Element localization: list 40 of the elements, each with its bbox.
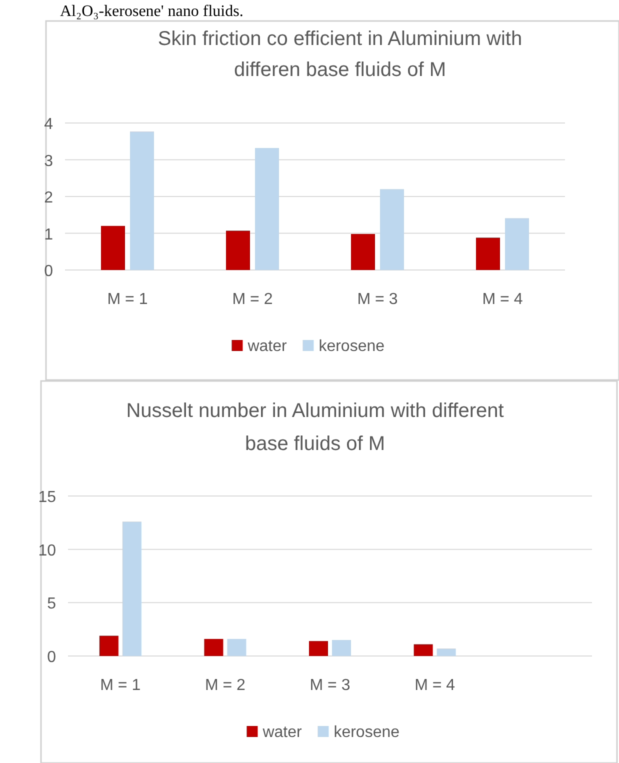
bar: [226, 230, 250, 270]
legend-label: water: [262, 724, 302, 741]
y-tick-label: 2: [44, 190, 54, 206]
y-tick-label: 1: [44, 226, 54, 244]
y-tick-label: 10: [38, 542, 56, 560]
y-tick-label: 0: [47, 649, 56, 666]
y-tick-label: 3: [44, 152, 54, 170]
x-tick-label: M = 2: [232, 291, 273, 308]
x-tick-label: M = 1: [107, 291, 148, 308]
bar: [255, 148, 279, 270]
text: Al₂O₃-kerosene' nano fluids.: [60, 3, 244, 20]
bar: [309, 641, 328, 656]
bar: [332, 640, 351, 656]
bar: [204, 638, 224, 656]
y-tick-label: 4: [44, 116, 54, 133]
bar: [414, 644, 433, 656]
x-tick-label: M = 1: [100, 677, 141, 694]
bar: [380, 189, 404, 270]
x-tick-label: M = 4: [482, 291, 523, 308]
legend-label: kerosene: [334, 724, 400, 741]
x-tick-label: M = 3: [357, 291, 398, 308]
bar: [476, 238, 500, 270]
legend-label: kerosene: [318, 338, 385, 355]
bar: [122, 522, 142, 656]
legend-label: water: [246, 338, 288, 355]
bar: [99, 636, 118, 656]
y-tick-label: 5: [47, 596, 56, 613]
chart-title: Skin friction co efficient in Aluminium with differen base fluids of M: [158, 28, 522, 81]
bar: [130, 131, 154, 270]
x-tick-label: M = 4: [414, 677, 456, 694]
y-tick-label: 15: [38, 489, 56, 506]
chart-title: Nusselt number in Aluminium with different base fluids of M: [126, 400, 504, 455]
bar: [101, 226, 125, 270]
bar: [436, 648, 456, 656]
x-tick-label: M = 2: [204, 677, 246, 694]
x-tick-label: M = 3: [310, 677, 350, 694]
bar: [505, 218, 529, 270]
bar: [351, 234, 375, 270]
bar: [227, 638, 246, 656]
y-tick-label: 0: [44, 263, 54, 280]
